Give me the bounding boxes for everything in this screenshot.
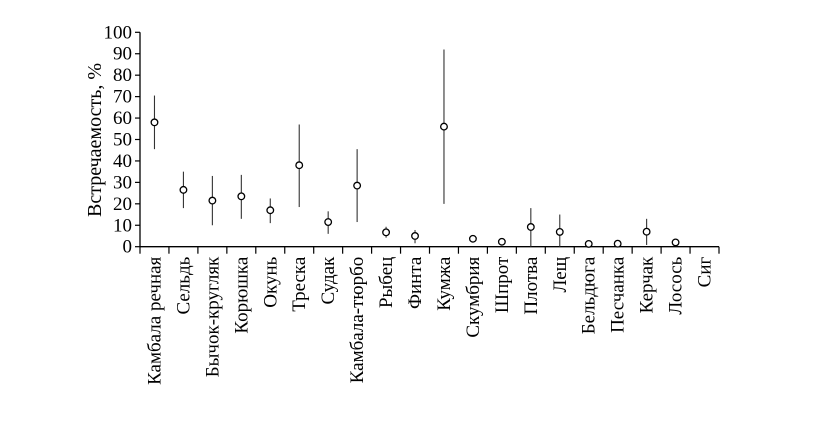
data-point <box>613 239 622 248</box>
data-point <box>555 227 564 236</box>
x-tick-label: Кумжа <box>434 256 455 311</box>
data-point <box>584 239 593 248</box>
x-tick-label: Судак <box>318 256 339 305</box>
data-point <box>497 237 506 246</box>
data-point <box>382 228 391 237</box>
data-point <box>642 227 651 236</box>
x-tick-label: Рыбец <box>376 257 397 308</box>
data-marks <box>150 49 680 248</box>
x-tick-label: Треска <box>289 256 310 312</box>
y-tick-label: 100 <box>104 22 133 43</box>
data-point <box>440 122 448 131</box>
y-tick-label: 50 <box>113 130 132 151</box>
x-tick-label: Камбала-тюрбо <box>347 257 368 384</box>
y-tick-label: 0 <box>123 237 133 258</box>
x-tick-label: Бельдюга <box>579 256 600 334</box>
x-tick-label: Шпрот <box>492 256 513 313</box>
x-tick-label: Окунь <box>260 256 281 307</box>
y-tick-label: 30 <box>113 172 132 193</box>
x-tick-label: Камбала речная <box>144 256 165 384</box>
data-point <box>208 196 217 205</box>
x-axis: Камбала речная Сельдь Бычок-кругляк Корюшка… <box>139 246 720 385</box>
x-tick-label: Бычок-кругляк <box>202 256 223 377</box>
data-point <box>295 161 304 170</box>
data-point <box>179 185 188 194</box>
data-point <box>353 181 362 190</box>
data-point <box>468 234 477 243</box>
data-point <box>324 218 333 226</box>
y-tick-label: 70 <box>113 87 132 108</box>
x-tick-label: Керчак <box>637 256 658 313</box>
y-tick-label: 90 <box>113 44 132 65</box>
x-tick-label: Лосось <box>666 256 687 314</box>
data-point <box>526 223 535 231</box>
x-tick-label: Лещ <box>550 256 571 292</box>
x-tick-label: Сельдь <box>173 256 194 314</box>
y-tick-label: 60 <box>113 108 132 129</box>
data-point <box>237 192 246 201</box>
x-tick-label: Скумбрия <box>463 256 484 337</box>
y-tick-label: 20 <box>113 194 132 215</box>
x-tick-label: Песчанка <box>608 256 629 333</box>
data-point <box>266 206 275 215</box>
data-point <box>671 238 680 247</box>
x-tick-label: Финта <box>405 256 426 309</box>
y-axis-label: Встречаемость, % <box>84 63 106 217</box>
y-tick-label: 10 <box>113 215 132 236</box>
x-tick-label: Плотва <box>521 256 542 314</box>
data-point <box>411 232 419 240</box>
y-tick-label: 80 <box>113 65 132 86</box>
data-point <box>150 118 159 127</box>
y-tick-label: 40 <box>113 151 132 172</box>
x-tick-label: Корюшка <box>231 256 252 333</box>
x-tick-label: Сиг <box>695 256 716 287</box>
